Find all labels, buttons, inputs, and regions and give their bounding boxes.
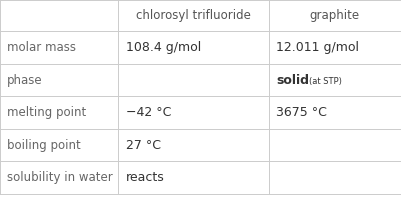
Text: solid: solid: [276, 74, 309, 87]
Text: 27 °C: 27 °C: [126, 139, 160, 152]
Text: solubility in water: solubility in water: [7, 171, 113, 184]
Text: 12.011 g/mol: 12.011 g/mol: [276, 41, 359, 54]
Text: graphite: graphite: [310, 9, 360, 22]
Text: 3675 °C: 3675 °C: [276, 106, 327, 119]
Text: 108.4 g/mol: 108.4 g/mol: [126, 41, 201, 54]
Text: boiling point: boiling point: [7, 139, 81, 152]
Text: (at STP): (at STP): [309, 77, 342, 86]
Text: melting point: melting point: [7, 106, 87, 119]
Text: molar mass: molar mass: [7, 41, 76, 54]
Text: reacts: reacts: [126, 171, 164, 184]
Text: chlorosyl trifluoride: chlorosyl trifluoride: [136, 9, 251, 22]
Text: phase: phase: [7, 74, 43, 87]
Text: −42 °C: −42 °C: [126, 106, 171, 119]
